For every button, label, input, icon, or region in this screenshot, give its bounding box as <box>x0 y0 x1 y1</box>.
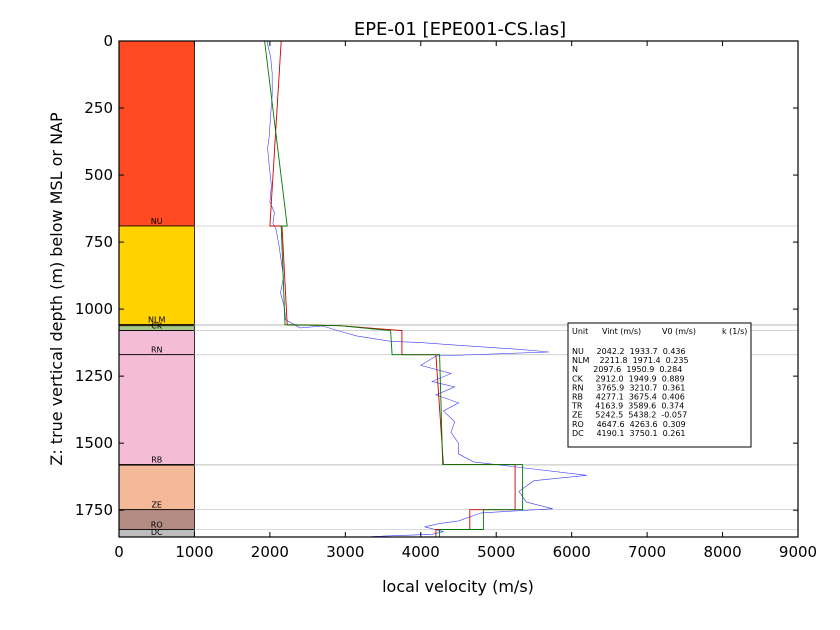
x-tick-label: 4000 <box>402 543 440 561</box>
table-row: N 2097.6 1950.9 0.284 <box>572 365 682 374</box>
unit-label-ck: CK <box>151 322 163 331</box>
table-row: DC 4190.1 3750.1 0.261 <box>572 429 686 438</box>
table-row: RB 4277.1 3675.4 0.406 <box>572 393 685 402</box>
unit-block-nu <box>118 40 195 227</box>
x-tick-label: 7000 <box>628 543 666 561</box>
unit-label-rb: RB <box>151 456 162 465</box>
velocity-series-1 <box>266 40 587 537</box>
table-row: CK 2912.0 1949.9 0.889 <box>572 374 685 383</box>
table-row: ZE 5242.5 5438.2 -0.057 <box>572 411 687 420</box>
unit-label-ro: RO <box>151 520 163 529</box>
table-row: NU 2042.2 1933.7 0.436 <box>572 347 686 356</box>
table-header-cell: Vint (m/s) <box>602 327 641 336</box>
table-box <box>567 322 752 448</box>
y-tick-label: 1500 <box>75 434 113 452</box>
velocity-series <box>264 40 587 537</box>
x-tick-label: 0 <box>114 543 124 561</box>
velocity-table: Unit Vint (m/s) V0 (m/s) k (1/s) NU 2042.2 1… <box>567 322 752 448</box>
table-header-cell: k (1/s) <box>722 327 747 336</box>
x-tick-label: 2000 <box>251 543 289 561</box>
unit-label-dc: DC <box>151 528 163 537</box>
y-tick-label: 750 <box>84 233 113 251</box>
x-tick-label: 8000 <box>703 543 741 561</box>
table-row: NLM 2211.8 1971.4 0.235 <box>572 356 689 365</box>
table-row: RO 4647.6 4263.6 0.309 <box>572 420 686 429</box>
x-axis-title: local velocity (m/s) <box>382 577 534 596</box>
unit-label-ze: ZE <box>151 501 162 510</box>
y-tick-label: 1250 <box>75 367 113 385</box>
x-tick-label: 3000 <box>326 543 364 561</box>
y-axis: 0 250 500 750 1000 1250 1500 1750 <box>75 32 798 519</box>
unit-label-rn: RN <box>151 346 163 355</box>
plot-frame <box>118 40 799 538</box>
table-header-cell: Unit <box>572 327 588 336</box>
y-tick-label: 1750 <box>75 501 113 519</box>
y-tick-label: 250 <box>84 99 113 117</box>
table-header-cell: V0 (m/s) <box>662 327 696 336</box>
y-tick-label: 500 <box>84 166 113 184</box>
x-tick-label: 1000 <box>175 543 213 561</box>
x-tick-label: 5000 <box>477 543 515 561</box>
x-axis: 0 1000 2000 3000 4000 5000 6000 7000 8000 9000 <box>114 41 817 561</box>
x-tick-label: 9000 <box>779 543 817 561</box>
unit-label-nlm: NLM <box>148 316 165 325</box>
unit-block-rn <box>118 330 195 356</box>
chart-title: EPE-01 [EPE001-CS.las] <box>354 19 566 40</box>
table-row: RN 3765.9 3210.7 0.361 <box>572 383 685 392</box>
unit-block-rb <box>118 354 195 466</box>
x-tick-label: 6000 <box>553 543 591 561</box>
table-row: TR 4163.9 3589.6 0.374 <box>571 402 684 411</box>
unit-block-nlm <box>118 225 195 326</box>
unit-label-nu: NU <box>151 217 163 226</box>
y-tick-label: 1000 <box>75 300 113 318</box>
y-axis-title: Z: true vertical depth (m) below MSL or … <box>47 112 66 466</box>
y-tick-label: 0 <box>103 32 113 50</box>
velocity-series-3 <box>264 40 524 537</box>
